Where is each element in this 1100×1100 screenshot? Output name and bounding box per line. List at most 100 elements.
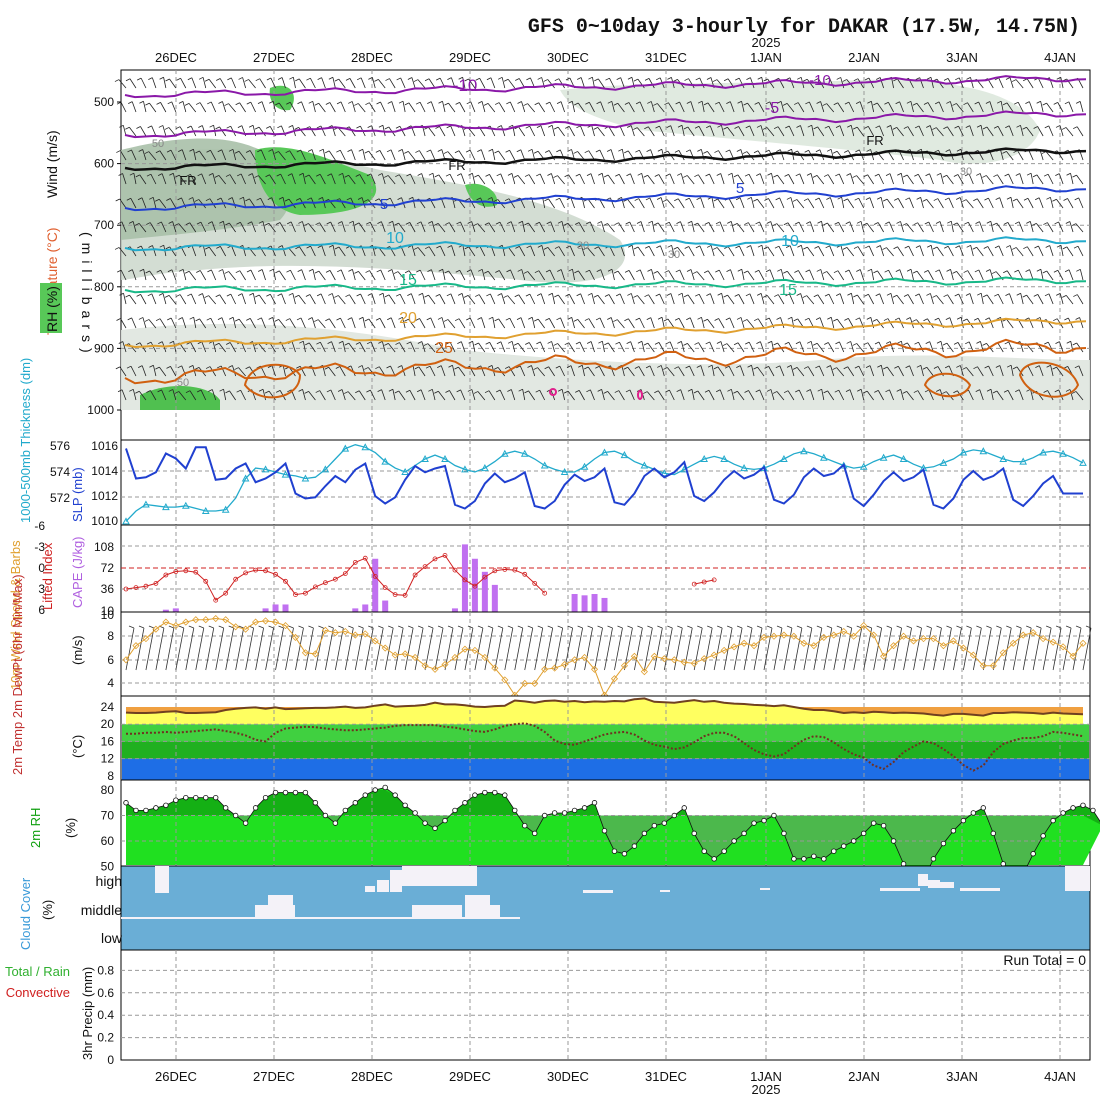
wind-barb bbox=[836, 318, 845, 329]
wind-barb-flag bbox=[714, 318, 719, 321]
wind-barb-flag bbox=[356, 77, 362, 81]
wind-barb-flag bbox=[116, 269, 122, 273]
wind-barb-flag bbox=[456, 221, 461, 225]
wind-barb-flag bbox=[426, 149, 431, 153]
wind-barb bbox=[118, 79, 127, 89]
wind-barb-flag bbox=[506, 269, 511, 273]
wind-barb-flag bbox=[354, 270, 359, 274]
wind-barb-flag bbox=[125, 126, 130, 130]
thickness-point bbox=[181, 501, 190, 509]
contour-25 bbox=[124, 338, 1087, 385]
wind-barb-flag bbox=[613, 270, 619, 274]
wind-barb-flag bbox=[1016, 292, 1021, 296]
wind-barb bbox=[170, 366, 177, 377]
wind-barb-flag bbox=[1053, 269, 1059, 273]
wind-barb bbox=[517, 175, 526, 185]
wind-barb-flag bbox=[832, 150, 838, 154]
wind10m-speed-point bbox=[401, 650, 409, 658]
wind-barb-flag bbox=[488, 316, 493, 320]
wind-barb-flag bbox=[116, 318, 121, 321]
wind10m-speed-point bbox=[919, 635, 928, 643]
wind-barb bbox=[408, 151, 416, 161]
contour-25-closed bbox=[1018, 361, 1080, 398]
wind-barb bbox=[917, 174, 924, 185]
wind-barb-flag bbox=[497, 125, 502, 128]
wind-barb-flag bbox=[364, 318, 370, 322]
wind-barb-flag bbox=[822, 103, 827, 106]
wind-barb bbox=[747, 102, 755, 113]
wind-barb bbox=[710, 245, 715, 257]
wind10m-barb bbox=[554, 627, 564, 671]
rh2m-point bbox=[193, 794, 199, 801]
wind-barb bbox=[302, 221, 306, 233]
cloud-clear-cell bbox=[377, 880, 389, 892]
wind-barb-flag bbox=[178, 101, 184, 104]
wind-barb bbox=[308, 391, 316, 401]
wind-barb bbox=[180, 78, 187, 89]
wind-barb-flag bbox=[166, 198, 171, 201]
wind-barb bbox=[678, 318, 685, 329]
wind-barb-flag bbox=[149, 364, 154, 368]
wind-barb-flag bbox=[357, 197, 363, 200]
millibars-axis-label: (millibars) bbox=[79, 232, 95, 359]
wind-barb-flag bbox=[1065, 221, 1070, 224]
wind-barb-flag bbox=[334, 78, 340, 82]
wind-barb-flag bbox=[554, 294, 559, 298]
wind-barb bbox=[448, 222, 456, 233]
wind-barb-flag bbox=[354, 103, 359, 106]
thickness-point bbox=[600, 448, 609, 456]
wind-barb-flag bbox=[228, 365, 233, 368]
wind-barb bbox=[352, 269, 356, 281]
wind-barb-flag bbox=[974, 101, 979, 105]
wind-barb-flag bbox=[797, 76, 802, 80]
wind10m-barb-flag bbox=[527, 625, 533, 629]
wind-barb-flag bbox=[476, 365, 481, 369]
wind-barb-flag bbox=[375, 150, 381, 153]
wind-barb bbox=[610, 149, 615, 161]
wind-barb bbox=[421, 173, 426, 185]
wind-barb bbox=[658, 342, 665, 353]
wind-barb bbox=[770, 221, 775, 233]
wind-barb-flag bbox=[913, 222, 918, 226]
wind10m-barb bbox=[703, 627, 713, 671]
wind10m-barb-flag bbox=[208, 625, 214, 629]
wind-barb-flag bbox=[753, 150, 759, 154]
wind10m-tick-label: 8 bbox=[107, 629, 114, 643]
wind10m-barb-flag bbox=[886, 625, 892, 629]
wind-barb-flag bbox=[556, 149, 561, 153]
wind-barb-flag bbox=[715, 221, 721, 225]
wind-barb bbox=[779, 365, 785, 377]
wind-barb bbox=[518, 294, 526, 305]
wind-barb bbox=[479, 246, 486, 257]
wind-barb bbox=[522, 389, 526, 401]
wind-barb-flag bbox=[217, 317, 223, 321]
wind-barb bbox=[817, 126, 825, 137]
wind-barb bbox=[650, 101, 655, 113]
wind-barb-flag bbox=[893, 246, 898, 250]
wind-barb bbox=[696, 271, 705, 281]
wind-barb bbox=[1036, 223, 1044, 233]
wind-barb-flag bbox=[895, 101, 900, 105]
wind-barb-flag bbox=[874, 173, 879, 177]
wind-barb-flag bbox=[785, 125, 790, 129]
wind-barb-flag bbox=[286, 269, 291, 273]
wind-barb bbox=[419, 318, 426, 329]
wind-barb-flag bbox=[508, 124, 513, 128]
wind-barb bbox=[539, 222, 546, 233]
wind-barb-flag bbox=[596, 101, 601, 105]
wind-barb-flag bbox=[116, 101, 122, 105]
wind-barb-flag bbox=[275, 102, 280, 106]
wind-barb-flag bbox=[996, 100, 1002, 104]
wind-barb-flag bbox=[742, 151, 748, 154]
wind-barb-flag bbox=[1044, 125, 1049, 129]
wind-barb-flag bbox=[296, 365, 301, 369]
wind-barb bbox=[492, 149, 496, 161]
wind-barb bbox=[252, 293, 256, 305]
wind-barb bbox=[1006, 102, 1014, 113]
date-label: 4JAN bbox=[1044, 1069, 1076, 1084]
wind-barb bbox=[1047, 390, 1054, 401]
wind-barb-flag bbox=[695, 293, 700, 297]
wind-barb-flag bbox=[264, 222, 270, 226]
wind-barb-flag bbox=[982, 126, 988, 130]
wind-barb-flag bbox=[516, 317, 522, 321]
